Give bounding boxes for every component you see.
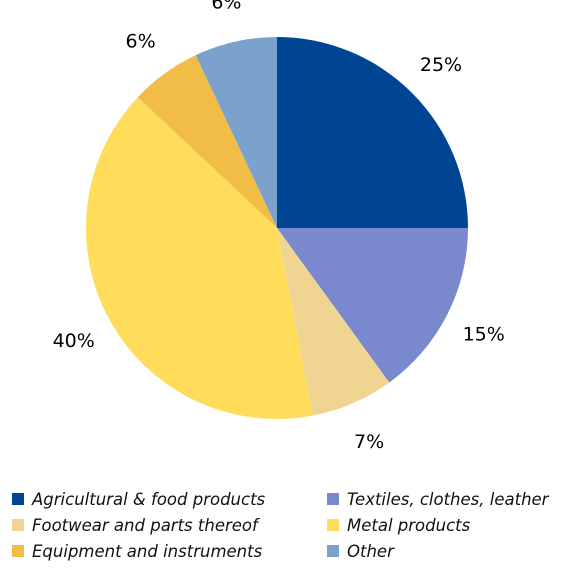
pie-slice-other: [195, 37, 277, 228]
pie-slice-agricultural-food-products: [277, 37, 468, 228]
slice-label-textiles-clothes-leather: 15%: [463, 323, 505, 345]
legend-item-other: Other: [327, 542, 394, 561]
pie-slices: [85, 37, 468, 420]
legend-item-equipment-instruments: Equipment and instruments: [12, 542, 327, 561]
legend-swatch: [327, 519, 339, 531]
legend-item-textiles-clothes-leather: Textiles, clothes, leather: [327, 490, 548, 509]
legend-label: Other: [347, 541, 394, 561]
legend-swatch: [12, 545, 24, 557]
legend-item-agricultural-food-products: Agricultural & food products: [12, 490, 327, 509]
legend-swatch: [327, 545, 339, 557]
legend-label: Footwear and parts thereof: [32, 515, 258, 535]
legend-item-metal-products: Metal products: [327, 516, 470, 535]
slice-label-footwear-and-parts-thereof: 7%: [354, 431, 384, 453]
slice-label-agricultural-food-products: 25%: [420, 54, 462, 76]
legend-label: Textiles, clothes, leather: [347, 489, 549, 509]
pie-slice-textiles-clothes-leather: [277, 228, 468, 383]
legend-label: Agricultural & food products: [32, 489, 266, 509]
legend-label: Equipment and instruments: [32, 541, 263, 561]
pie-chart: 25% 15% 7% 40% 6% 6%: [53, 0, 505, 453]
legend-swatch: [12, 493, 24, 505]
legend-item-footwear: Footwear and parts thereof: [12, 516, 327, 535]
legend-row: Agricultural & food products Textiles, c…: [12, 486, 568, 512]
pie-slice-metal-products: [85, 97, 313, 420]
legend-swatch: [327, 493, 339, 505]
legend-row: Footwear and parts thereof Metal product…: [12, 512, 568, 538]
pie-slice-footwear-and-parts-thereof: [277, 228, 390, 416]
slice-label-equipment-and-instruments: 6%: [126, 30, 156, 52]
legend-swatch: [12, 519, 24, 531]
legend: Agricultural & food products Textiles, c…: [12, 486, 568, 564]
legend-label: Metal products: [347, 515, 471, 535]
slice-label-metal-products: 40%: [53, 330, 95, 352]
slice-label-other: 6%: [211, 0, 241, 14]
legend-row: Equipment and instruments Other: [12, 538, 568, 564]
pie-slice-equipment-and-instruments: [137, 55, 277, 229]
slice-labels: 25% 15% 7% 40% 6% 6%: [53, 0, 505, 453]
